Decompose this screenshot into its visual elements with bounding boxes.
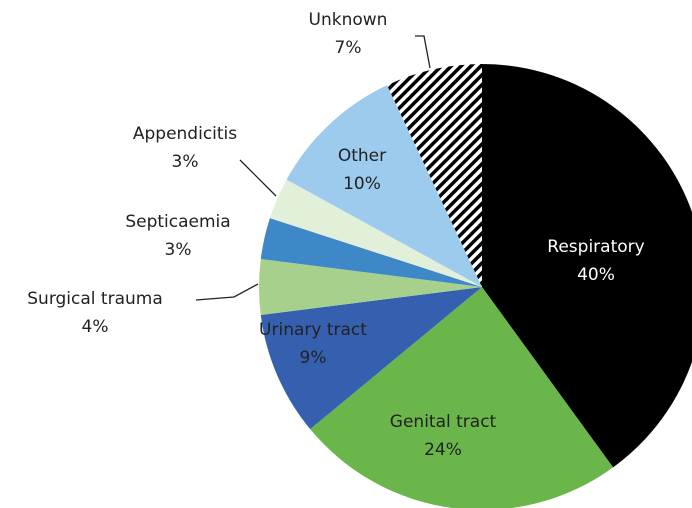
leader-line: [415, 35, 431, 69]
slice-label: Respiratory: [547, 237, 644, 257]
pie-slice: [269, 179, 482, 287]
slice-label: Unknown: [309, 10, 388, 30]
pie-slice: [260, 287, 482, 430]
slice-value-label: 9%: [300, 348, 327, 368]
slice-label: Urinary tract: [259, 320, 367, 340]
pie-slice: [259, 259, 482, 315]
slice-value-label: 3%: [165, 240, 192, 260]
pie-slice: [482, 64, 692, 468]
leader-line: [195, 283, 259, 301]
pie: [259, 64, 692, 508]
slice-label: Genital tract: [390, 412, 497, 432]
slice-value-label: 24%: [424, 440, 462, 460]
slice-label: Appendicitis: [133, 124, 237, 144]
slice-value-label: 3%: [172, 152, 199, 172]
pie-slice: [387, 64, 482, 287]
slice-value-label: 40%: [577, 265, 615, 285]
leader-line: [239, 159, 277, 197]
slice-value-label: 7%: [335, 38, 362, 58]
slice-label: Surgical trauma: [27, 289, 163, 309]
slice-label: Septicaemia: [125, 212, 230, 232]
pie-slice: [310, 287, 614, 508]
slice-label: Other: [338, 146, 386, 166]
slice-value-label: 10%: [343, 174, 381, 194]
slice-value-label: 4%: [82, 317, 109, 337]
pie-slice: [286, 85, 482, 287]
pie-slice: [260, 218, 482, 287]
